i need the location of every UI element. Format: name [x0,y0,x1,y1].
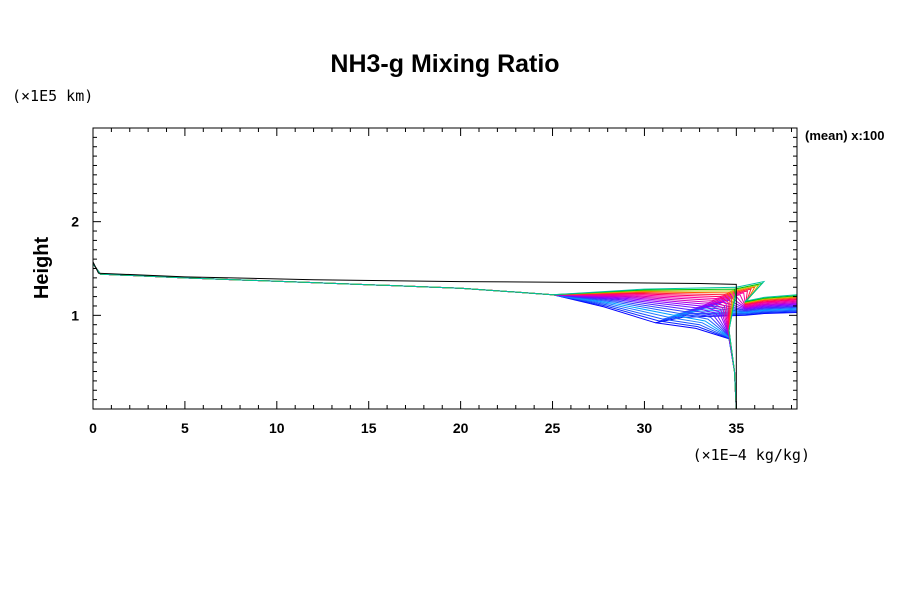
profile-line-branch [655,312,797,324]
profile-line-branch [712,294,797,307]
profile-line [93,128,737,409]
profile-line-branch [679,307,797,314]
profile-line [93,128,737,409]
profile-line [93,128,737,409]
profile-line-branch [684,305,797,313]
profile-line-branch [662,310,797,320]
profile-line-branch [658,311,797,322]
x-tick-label: 15 [361,420,377,436]
profile-line-branch [734,282,797,303]
profile-line [93,128,737,409]
profile-line-branch [723,288,797,305]
profile-line [93,128,737,409]
profile-line-branch [668,309,797,318]
profile-line-branch [690,303,797,311]
x-tick-label: 35 [729,420,745,436]
profile-line [93,128,737,409]
profile-line-branch [705,297,797,309]
profile-line-branch [730,284,797,304]
series-layer [93,128,797,409]
profile-line [93,128,737,409]
x-tick-label: 20 [453,420,469,436]
profile-line [93,128,737,409]
y-axis-unit-label: (×1E5 km) [12,87,93,105]
profile-line [93,128,737,409]
reference-profile-line [93,128,737,409]
x-tick-label: 10 [269,420,285,436]
profile-line [93,128,737,409]
profile-line-branch [701,299,797,310]
x-tick-label: 5 [181,420,189,436]
profile-line [93,128,737,409]
profile-line [93,128,737,409]
profile-line-branch [719,290,797,306]
profile-line [93,128,737,409]
mean-annotation: (mean) x:100 [805,128,884,143]
x-tick-label: 0 [89,420,97,436]
y-axis-label: Height [31,237,53,300]
profile-line-branch [716,292,797,307]
y-tick-label: 1 [71,307,79,323]
profile-line [93,128,737,409]
profile-line [93,128,737,409]
profile-line-branch [736,280,797,302]
x-axis-unit-label: (×1E−4 kg/kg) [693,446,810,464]
axes: 0 5 10 15 20 25 30 35 1 2 [71,127,798,436]
profile-line [93,128,737,409]
profile-line [93,128,737,409]
plot-frame [92,127,798,410]
profile-line [93,128,737,409]
x-tick-label: 25 [545,420,561,436]
chart-title: NH3-g Mixing Ratio [330,50,559,78]
profile-line [93,128,737,409]
y-tick-label: 2 [71,214,79,230]
x-tick-label: 30 [637,420,653,436]
profile-line-branch [727,286,797,304]
profile-line-branch [673,308,797,316]
profile-line [93,128,737,409]
